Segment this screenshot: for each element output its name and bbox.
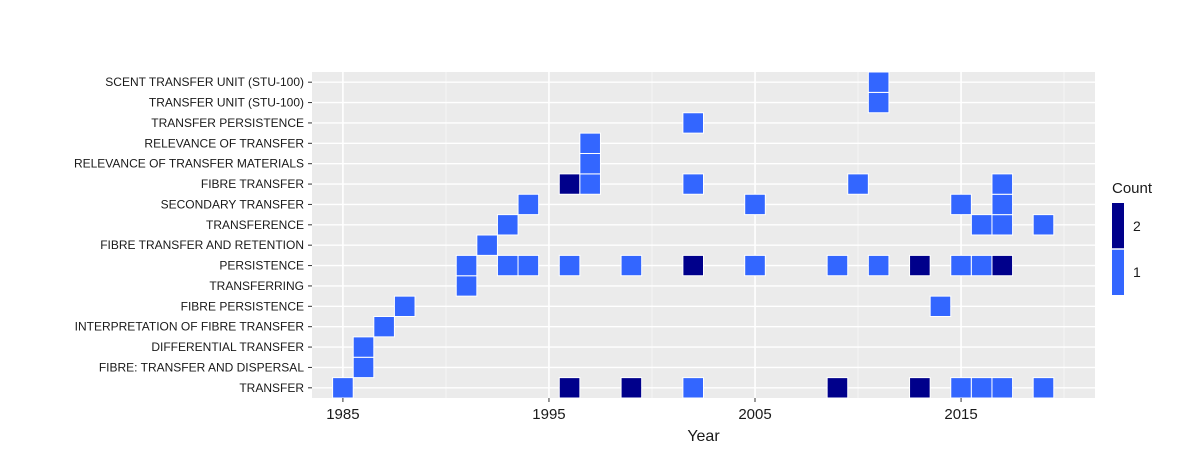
heatmap-cell [991, 214, 1014, 236]
heatmap-cell [558, 377, 581, 399]
heatmap-cell [867, 91, 890, 114]
y-tick-label: FIBRE TRANSFER [201, 177, 304, 191]
y-tick-label: RELEVANCE OF TRANSFER MATERIALS [74, 157, 304, 171]
x-tick-label: 1995 [532, 406, 565, 423]
heatmap-cell [867, 71, 890, 93]
heatmap-cell [682, 112, 704, 134]
heatmap-cell [991, 173, 1014, 195]
y-tick-label: TRANSFER [239, 381, 304, 395]
y-tick-label: FIBRE PERSISTENCE [181, 299, 304, 313]
heatmap-cell [352, 356, 375, 379]
x-axis: 1985 1995 2005 2015 [326, 398, 978, 423]
heatmap-cell [352, 336, 375, 358]
heatmap-cell [579, 132, 601, 154]
heatmap-cell [847, 173, 869, 195]
heatmap-cell [579, 173, 601, 195]
legend: Count 2 1 [1112, 180, 1153, 295]
heatmap-cell [826, 377, 849, 399]
y-tick-label: RELEVANCE OF TRANSFER [144, 136, 304, 150]
heatmap-cell [1032, 377, 1055, 399]
heatmap-cell [826, 254, 849, 277]
heatmap-cell [476, 234, 498, 256]
y-tick-label: INTERPRETATION OF FIBRE TRANSFER [75, 320, 305, 334]
heatmap-cell [620, 377, 643, 399]
x-tick-label: 2015 [944, 406, 977, 423]
x-tick-label: 1985 [326, 406, 359, 423]
heatmap-cell [579, 153, 601, 175]
heatmap-cell [620, 254, 643, 277]
y-tick-label: TRANSFERRING [209, 279, 304, 293]
legend-label: 1 [1133, 264, 1141, 280]
heatmap-cell [393, 295, 416, 317]
heatmap-cell [991, 254, 1014, 277]
heatmap-cell [950, 193, 972, 216]
heatmap-cell [970, 214, 993, 236]
x-axis-title: Year [687, 428, 720, 445]
heatmap-cell [517, 193, 540, 216]
heatmap-cell [909, 377, 931, 399]
heatmap-cell [373, 316, 395, 338]
heatmap-cell [970, 377, 993, 399]
heatmap-cell [744, 254, 766, 277]
y-axis: TRANSFER FIBRE: TRANSFER AND DISPERSAL DIF… [74, 75, 312, 395]
heatmap-cell [950, 254, 972, 277]
grid-minor [445, 72, 1065, 398]
heatmap-cell [455, 275, 478, 297]
heatmap-cell [970, 254, 993, 277]
y-tick-label: FIBRE TRANSFER AND RETENTION [100, 238, 304, 252]
y-tick-label: FIBRE: TRANSFER AND DISPERSAL [99, 360, 304, 374]
y-tick-label: SCENT TRANSFER UNIT (STU-100) [105, 75, 304, 89]
heatmap-cell [909, 254, 931, 277]
y-tick-label: TRANSFER PERSISTENCE [151, 116, 304, 130]
heatmap-cell [929, 295, 952, 317]
heatmap-cell [867, 254, 890, 277]
heatmap-cell [332, 377, 354, 399]
legend-label: 2 [1133, 218, 1141, 234]
heatmap-cell [558, 173, 581, 195]
legend-title: Count [1112, 180, 1153, 197]
legend-key [1112, 249, 1124, 295]
heatmap-cell [991, 193, 1014, 216]
y-tick-label: PERSISTENCE [219, 259, 304, 273]
legend-key [1112, 203, 1124, 249]
heatmap-cell [744, 193, 766, 216]
heatmap-cell [682, 377, 704, 399]
heatmap-cell [558, 254, 581, 277]
x-tick-label: 2005 [738, 406, 771, 423]
y-tick-label: DIFFERENTIAL TRANSFER [151, 340, 304, 354]
heatmap-cell [517, 254, 540, 277]
heatmap-cell [1032, 214, 1055, 236]
heatmap-cell [682, 254, 704, 277]
heatmap-cell [496, 214, 519, 236]
heatmap-cell [950, 377, 972, 399]
heatmap-cell [991, 377, 1014, 399]
y-tick-label: TRANSFER UNIT (STU-100) [149, 96, 304, 110]
heatmap-cells [332, 71, 1055, 399]
heatmap-cell [496, 254, 519, 277]
y-tick-label: SECONDARY TRANSFER [161, 197, 305, 211]
heatmap-cell [682, 173, 704, 195]
y-tick-label: TRANSFERENCE [206, 218, 304, 232]
heatmap-cell [455, 254, 478, 277]
